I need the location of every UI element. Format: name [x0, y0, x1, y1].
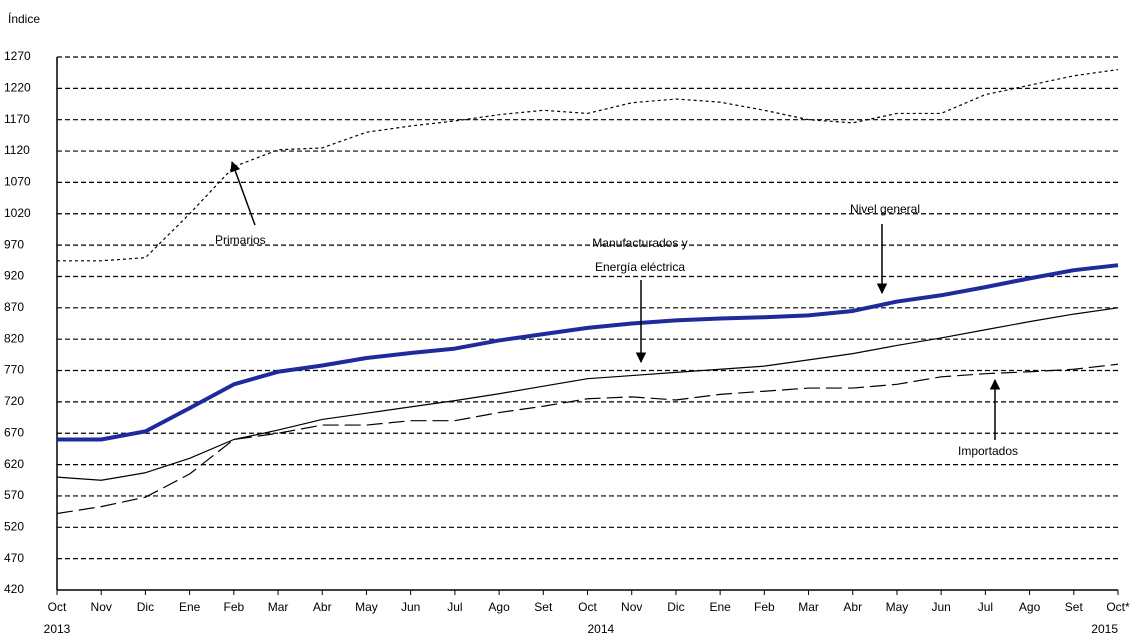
x-tick-label: Jul — [447, 600, 462, 614]
x-year-label: 2015 — [1091, 622, 1118, 636]
x-tick-label: Mar — [798, 600, 819, 614]
y-axis-label: Índice — [8, 11, 40, 26]
y-tick-label: 1220 — [4, 81, 31, 95]
y-tick-label: 1270 — [4, 49, 31, 63]
x-year-label: 2014 — [588, 622, 615, 636]
series-line — [57, 263, 1119, 442]
y-tick-label: 620 — [4, 457, 24, 471]
x-tick-label: Dic — [667, 600, 684, 614]
y-tick-label: 870 — [4, 300, 24, 314]
x-tick-label: Ene — [709, 600, 731, 614]
x-tick-label: Oct — [578, 600, 597, 614]
annotation: Energía eléctrica — [595, 260, 685, 274]
x-tick-label: Abr — [843, 600, 862, 614]
x-tick-label: Jul — [978, 600, 993, 614]
x-tick-label: May — [886, 600, 909, 614]
y-tick-label: 820 — [4, 331, 24, 345]
y-tick-label: 720 — [4, 394, 24, 408]
y-tick-label: 570 — [4, 488, 24, 502]
x-tick-label: Mar — [268, 600, 289, 614]
annotation-arrow — [230, 161, 256, 226]
x-tick-label: Jun — [401, 600, 420, 614]
annotation: Primarios — [215, 233, 266, 247]
y-tick-label: 1120 — [4, 143, 30, 157]
x-tick-label: Set — [1065, 600, 1084, 614]
series-line — [56, 363, 1119, 515]
x-tick-label: May — [355, 600, 378, 614]
y-tick-label: 470 — [4, 551, 24, 565]
x-tick-label: Abr — [313, 600, 332, 614]
y-tick-label: 1070 — [4, 175, 31, 189]
y-tick-label: 420 — [4, 582, 24, 596]
x-tick-label: Ago — [488, 600, 510, 614]
x-tick-label: Nov — [91, 600, 112, 614]
x-tick-label: Ene — [179, 600, 201, 614]
annotation: Importados — [958, 444, 1018, 458]
annotation: Nivel general — [850, 202, 920, 216]
x-year-label: 2013 — [44, 622, 71, 636]
annotation: Manufacturados y — [592, 236, 687, 250]
y-tick-label: 1020 — [4, 206, 31, 220]
x-tick-label: Oct* — [1106, 600, 1130, 614]
series-line — [56, 307, 1119, 481]
x-tick-label: Jun — [931, 600, 950, 614]
y-tick-label: 970 — [4, 237, 24, 251]
series-line — [57, 68, 1119, 262]
y-tick-label: 770 — [4, 363, 24, 377]
x-tick-label: Feb — [223, 600, 244, 614]
x-tick-label: Feb — [754, 600, 775, 614]
x-tick-label: Nov — [621, 600, 642, 614]
y-tick-label: 520 — [4, 519, 24, 533]
y-tick-label: 1170 — [4, 112, 30, 126]
x-tick-label: Set — [534, 600, 553, 614]
x-tick-label: Ago — [1019, 600, 1041, 614]
y-tick-label: 670 — [4, 425, 24, 439]
x-tick-label: Oct — [48, 600, 67, 614]
x-tick-label: Dic — [137, 600, 154, 614]
y-tick-label: 920 — [4, 269, 24, 283]
